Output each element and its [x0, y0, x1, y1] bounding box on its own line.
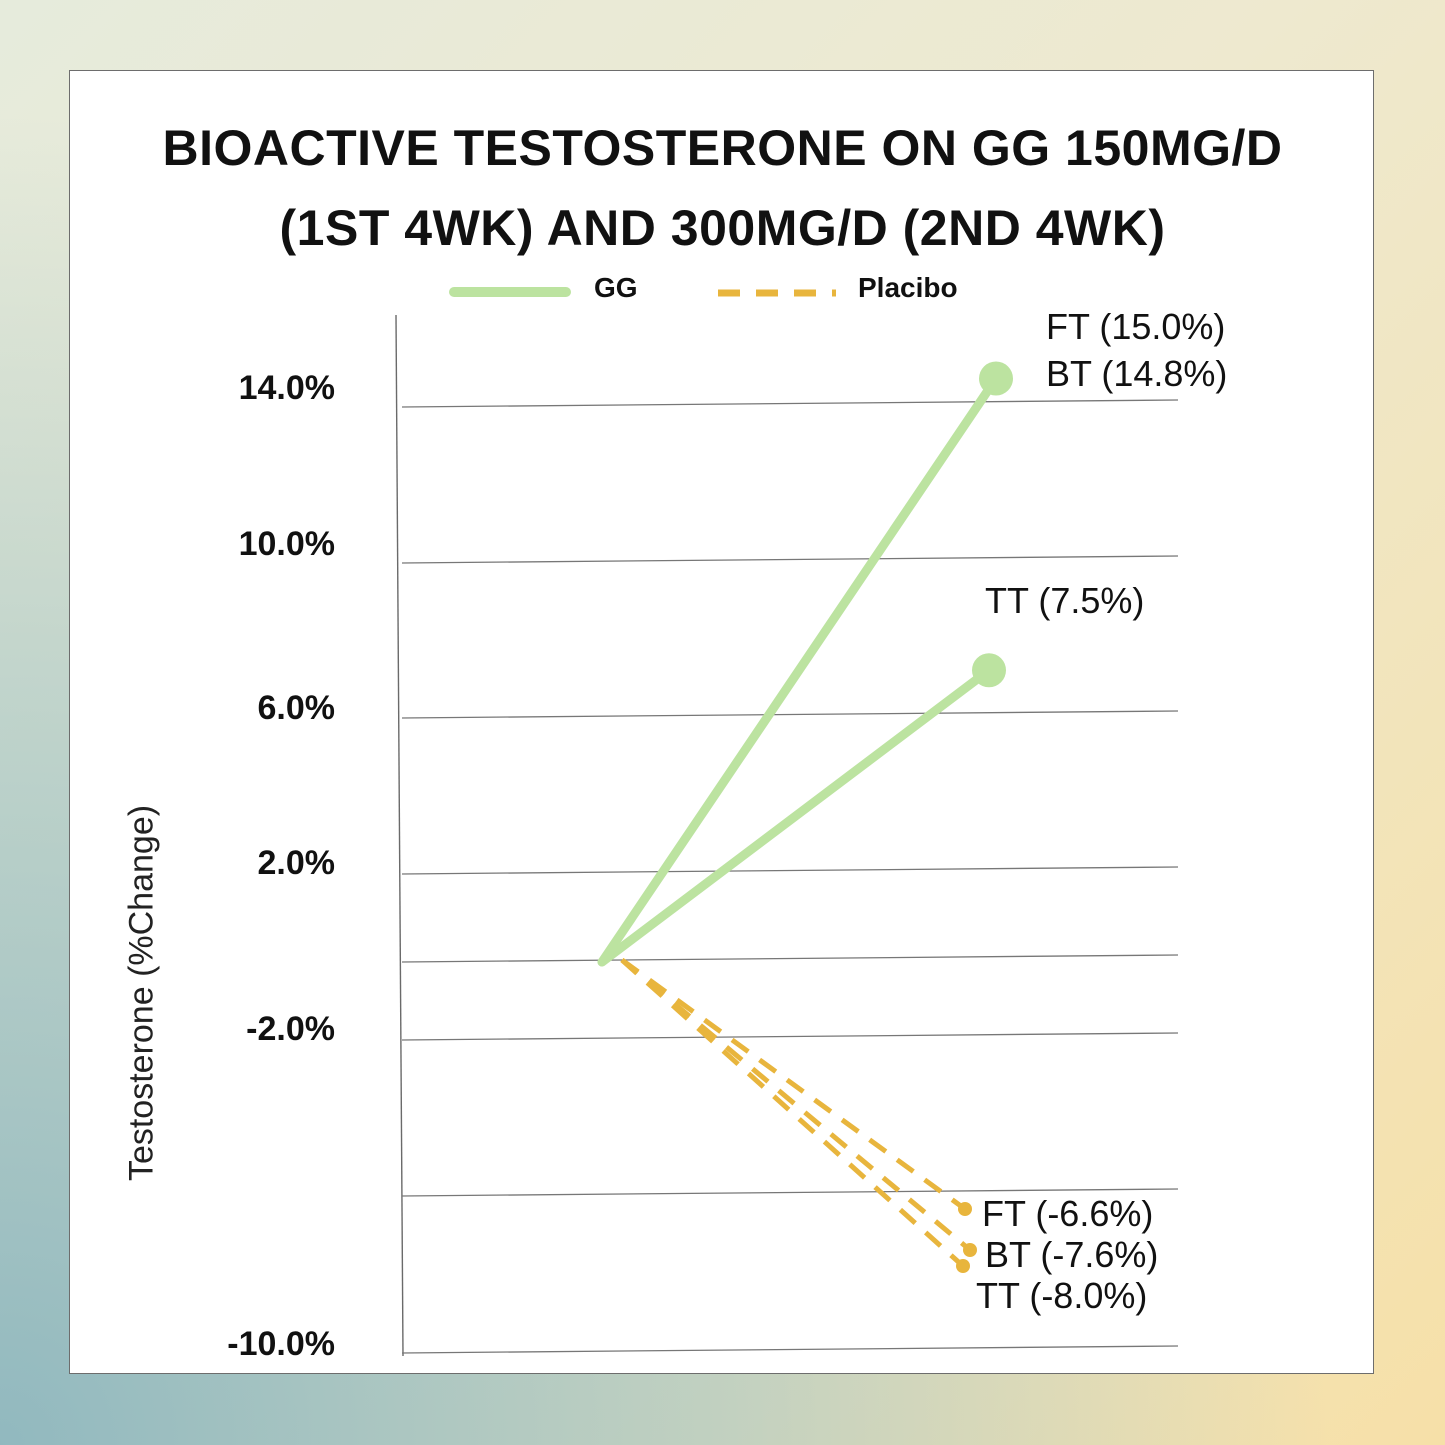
gg-tt-label: TT (7.5%)	[985, 580, 1144, 621]
gg-endpoint-2	[972, 653, 1006, 688]
y-tick-label-4: -2.0%	[246, 1010, 335, 1048]
gg-bt-label: BT (14.8%)	[1046, 353, 1227, 394]
y-axis-line	[395, 314, 404, 1357]
chart-card	[69, 70, 1374, 1374]
y-tick-label-1: 10.0%	[239, 525, 335, 563]
placebo-line-1	[620, 958, 972, 1252]
y-tick-label-0: 14.0%	[239, 369, 335, 407]
gg-line-2	[597, 665, 994, 967]
gg-endpoint-0	[979, 361, 1013, 396]
y-tick-label-3: 2.0%	[258, 844, 336, 882]
gridline-4	[401, 954, 1179, 963]
gridline-5	[401, 1032, 1179, 1041]
chart-title: BIOACTIVE TESTOSTERONE ON GG 150MG/D (1S…	[0, 108, 1445, 268]
legend-gg-label: GG	[594, 272, 638, 303]
gg-ft-label: FT (15.0%)	[1046, 306, 1225, 347]
gridline-3	[401, 866, 1179, 875]
gridline-6	[401, 1188, 1179, 1197]
chart-title-line-1: BIOACTIVE TESTOSTERONE ON GG 150MG/D	[162, 120, 1283, 176]
gridline-0	[401, 399, 1179, 408]
placebo-bt-label: BT (-7.6%)	[985, 1234, 1158, 1275]
placebo-ft-label: FT (-6.6%)	[982, 1193, 1153, 1234]
placebo-line-2	[620, 958, 965, 1268]
gridline-1	[401, 555, 1179, 564]
chart-title-line-2: (1ST 4WK) AND 300MG/D (2ND 4WK)	[279, 200, 1166, 256]
placebo-endpoint-2	[956, 1259, 970, 1273]
legend-placebo-label: Placibo	[858, 272, 958, 303]
gridline-7	[401, 1345, 1179, 1354]
gg-line-1	[599, 383, 995, 965]
placebo-endpoint-1	[963, 1243, 977, 1257]
placebo-line-0	[620, 957, 967, 1212]
y-tick-label-2: 6.0%	[258, 689, 336, 727]
gridline-2	[401, 710, 1179, 719]
placebo-tt-label: TT (-8.0%)	[976, 1275, 1147, 1316]
y-tick-label-5: -10.0%	[227, 1325, 335, 1363]
placebo-endpoint-0	[958, 1202, 972, 1216]
